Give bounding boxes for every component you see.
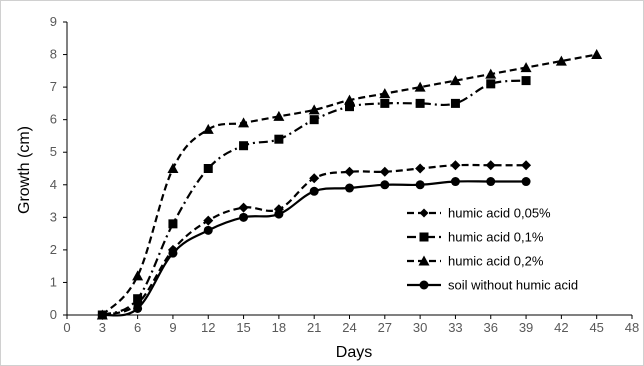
legend-item: humic acid 0,05%: [407, 206, 551, 221]
y-tick-label: 5: [50, 144, 57, 159]
y-tick-label: 0: [50, 307, 57, 322]
data-point-triangle: [273, 110, 285, 121]
y-tick-label: 3: [50, 209, 57, 224]
data-point-square: [309, 115, 319, 125]
data-point-circle: [239, 212, 249, 222]
legend-marker-triangle: [418, 255, 430, 266]
series-lines: [96, 49, 603, 320]
data-point-diamond: [309, 173, 320, 184]
data-point-triangle: [520, 62, 532, 73]
data-point-square: [486, 79, 496, 89]
data-point-circle: [450, 177, 460, 187]
x-tick-label: 42: [554, 320, 568, 335]
data-point-circle: [521, 177, 531, 187]
data-point-triangle: [555, 55, 567, 66]
data-point-square: [168, 219, 178, 229]
data-point-triangle: [308, 104, 320, 115]
x-tick-label: 12: [201, 320, 215, 335]
data-point-square: [274, 134, 284, 144]
x-axis-title: Days: [336, 344, 372, 361]
legend-label: humic acid 0,05%: [448, 206, 551, 221]
data-point-circle: [309, 186, 319, 196]
data-point-diamond: [485, 160, 496, 171]
x-tick-label: 39: [519, 320, 533, 335]
x-tick-label: 21: [307, 320, 321, 335]
y-tick-label: 2: [50, 242, 57, 257]
data-point-diamond: [203, 215, 214, 226]
legend-label: humic acid 0,2%: [448, 254, 544, 269]
series-triangle: [96, 49, 603, 320]
legend: humic acid 0,05% humic acid 0,1% humic aci…: [407, 206, 578, 293]
x-tick-label: 15: [236, 320, 250, 335]
data-point-triangle: [238, 117, 250, 128]
x-tick-label: 0: [63, 320, 70, 335]
legend-marker-diamond: [419, 208, 429, 218]
data-point-circle: [274, 209, 284, 219]
data-point-circle: [415, 180, 425, 190]
y-tick-label: 8: [50, 47, 57, 62]
x-tick-label: 33: [448, 320, 462, 335]
x-tick-label: 48: [625, 320, 639, 335]
x-tick-label: 24: [342, 320, 356, 335]
y-axis-title: Growth (cm): [16, 126, 33, 214]
data-point-circle: [486, 177, 496, 187]
data-point-diamond: [238, 202, 249, 213]
y-tick-label: 6: [50, 112, 57, 127]
data-point-square: [380, 98, 390, 108]
data-point-square: [450, 98, 460, 108]
data-point-triangle: [414, 81, 426, 92]
y-tick-label: 7: [50, 79, 57, 94]
data-point-triangle: [591, 49, 603, 60]
data-point-circle: [203, 225, 213, 235]
x-tick-label: 18: [272, 320, 286, 335]
x-tick-label: 36: [484, 320, 498, 335]
x-tick-label: 3: [99, 320, 106, 335]
legend-label: soil without humic acid: [448, 278, 578, 293]
legend-item: soil without humic acid: [407, 278, 578, 293]
data-point-diamond: [450, 160, 461, 171]
data-point-square: [133, 294, 143, 304]
data-point-diamond: [344, 166, 355, 177]
data-point-circle: [133, 303, 143, 313]
data-point-circle: [380, 180, 390, 190]
data-point-triangle: [485, 68, 497, 79]
data-point-triangle: [132, 270, 144, 281]
data-point-square: [415, 98, 425, 108]
data-point-triangle: [202, 123, 214, 134]
legend-item: humic acid 0,1%: [407, 230, 544, 245]
data-point-diamond: [379, 166, 390, 177]
y-tick-label: 1: [50, 274, 57, 289]
data-point-square: [203, 164, 213, 173]
data-point-triangle: [167, 163, 179, 173]
x-tick-label: 27: [378, 320, 392, 335]
y-tick-label: 4: [50, 177, 57, 192]
data-point-circle: [168, 248, 178, 258]
x-tick-label: 9: [169, 320, 176, 335]
series-circle: [97, 177, 531, 320]
data-point-circle: [97, 310, 107, 320]
legend-item: humic acid 0,2%: [407, 254, 544, 269]
legend-label: humic acid 0,1%: [448, 230, 544, 245]
data-point-square: [239, 141, 249, 151]
data-point-triangle: [344, 94, 355, 105]
x-tick-label: 45: [589, 320, 603, 335]
data-point-square: [521, 76, 531, 86]
data-point-square: [345, 102, 354, 112]
data-point-diamond: [521, 160, 532, 171]
data-point-diamond: [415, 163, 426, 174]
data-point-triangle: [449, 75, 461, 86]
y-tick-label: 9: [50, 14, 57, 29]
series-line: [102, 180, 527, 317]
legend-marker-circle: [419, 280, 429, 290]
data-point-circle: [345, 183, 354, 193]
legend-marker-square: [419, 232, 429, 242]
x-tick-label: 30: [413, 320, 427, 335]
data-point-triangle: [379, 88, 391, 99]
x-tick-label: 6: [134, 320, 141, 335]
